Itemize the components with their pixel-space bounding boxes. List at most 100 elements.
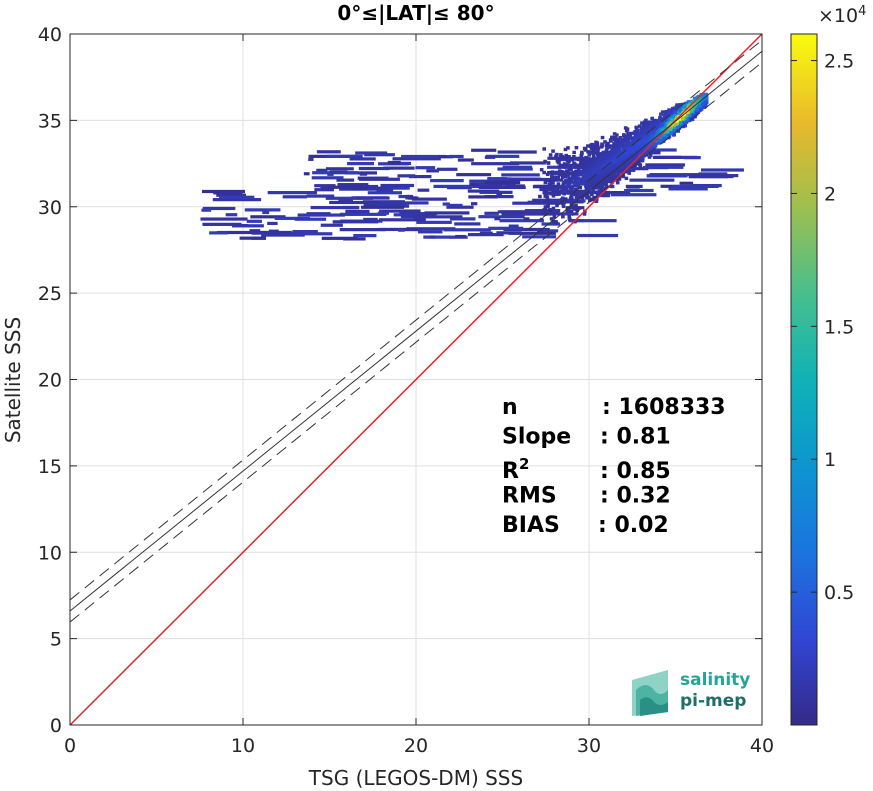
density-cell bbox=[566, 207, 570, 212]
density-cell bbox=[596, 146, 601, 150]
density-cell bbox=[675, 125, 680, 130]
density-cell bbox=[642, 126, 647, 131]
density-cell bbox=[468, 195, 498, 199]
density-cell bbox=[686, 116, 690, 121]
density-cell bbox=[329, 170, 348, 174]
density-cell bbox=[694, 112, 699, 116]
density-cell bbox=[590, 172, 594, 176]
density-cell bbox=[584, 189, 588, 193]
density-cell bbox=[634, 125, 639, 130]
density-cell bbox=[621, 174, 626, 179]
density-cell bbox=[378, 227, 417, 232]
density-cell bbox=[200, 217, 248, 221]
density-cell bbox=[692, 96, 697, 101]
density-cell bbox=[627, 154, 632, 158]
density-cell bbox=[576, 179, 581, 184]
density-cell bbox=[611, 167, 616, 172]
density-cell bbox=[612, 141, 616, 146]
density-cell bbox=[616, 137, 621, 142]
density-cell bbox=[579, 160, 583, 164]
density-cell bbox=[358, 166, 390, 171]
density-cell bbox=[574, 203, 578, 208]
density-cell bbox=[574, 196, 579, 200]
density-cell bbox=[635, 129, 640, 133]
density-cell bbox=[479, 190, 513, 194]
density-cell bbox=[669, 121, 673, 125]
y-tick-label: 20 bbox=[38, 370, 62, 392]
density-cell bbox=[426, 169, 440, 173]
density-cell bbox=[642, 147, 646, 152]
density-cell bbox=[664, 113, 669, 117]
density-cell bbox=[523, 217, 530, 221]
density-cell bbox=[672, 132, 676, 136]
density-cell bbox=[609, 139, 613, 143]
density-cell bbox=[599, 171, 603, 175]
density-cell bbox=[314, 184, 336, 188]
density-cell bbox=[213, 191, 243, 195]
density-cell bbox=[406, 227, 456, 231]
density-cell bbox=[485, 154, 520, 158]
density-cell bbox=[638, 150, 643, 155]
density-cell bbox=[555, 211, 560, 215]
density-cell bbox=[640, 134, 644, 139]
x-tick-label: 30 bbox=[577, 735, 601, 757]
density-cell bbox=[554, 192, 559, 197]
density-cell bbox=[573, 162, 577, 166]
density-cell bbox=[644, 118, 648, 123]
density-cell bbox=[624, 129, 629, 133]
density-cell bbox=[607, 167, 612, 171]
density-cell bbox=[393, 213, 403, 217]
density-cell bbox=[589, 181, 594, 186]
density-cell bbox=[567, 168, 572, 172]
colorbar-tick-label: 1 bbox=[824, 449, 836, 471]
density-cell bbox=[566, 181, 570, 186]
density-cell bbox=[449, 154, 464, 159]
density-cell bbox=[545, 196, 550, 200]
density-cell bbox=[580, 196, 585, 200]
density-cell bbox=[487, 177, 512, 181]
density-cell bbox=[589, 174, 594, 178]
density-cell bbox=[551, 186, 555, 191]
density-cell bbox=[387, 186, 410, 190]
density-cell bbox=[663, 124, 667, 128]
density-cell bbox=[545, 204, 550, 209]
density-cell bbox=[584, 172, 589, 176]
density-cell bbox=[600, 164, 604, 169]
density-cell bbox=[363, 217, 378, 222]
density-cell bbox=[442, 202, 450, 206]
density-cell bbox=[569, 193, 574, 197]
density-cell bbox=[562, 200, 566, 205]
density-cell bbox=[614, 160, 618, 165]
density-cell bbox=[448, 203, 463, 208]
density-cell bbox=[345, 209, 370, 213]
density-cell bbox=[645, 163, 685, 167]
density-cell bbox=[383, 166, 415, 170]
fit-line bbox=[70, 50, 762, 612]
density-cell bbox=[612, 157, 616, 161]
density-cell bbox=[604, 182, 608, 187]
density-cell bbox=[497, 150, 537, 154]
density-cell bbox=[611, 159, 616, 164]
density-cell bbox=[599, 188, 604, 192]
density-cell bbox=[411, 197, 447, 201]
density-cell bbox=[306, 194, 335, 198]
density-cell bbox=[626, 167, 649, 171]
density-cell bbox=[543, 208, 548, 212]
density-cell bbox=[650, 131, 655, 135]
density-cell bbox=[606, 160, 611, 165]
density-cell bbox=[329, 200, 369, 205]
density-cell bbox=[631, 141, 636, 145]
density-cell bbox=[563, 198, 568, 202]
density-cell bbox=[568, 164, 573, 169]
density-cell bbox=[336, 178, 355, 182]
density-cell bbox=[555, 159, 560, 163]
density-cell bbox=[683, 105, 687, 109]
density-cell bbox=[216, 230, 263, 235]
density-cell bbox=[501, 173, 540, 177]
density-cell bbox=[565, 171, 570, 175]
density-cell bbox=[539, 168, 544, 172]
density-cell bbox=[615, 149, 620, 154]
density-cell bbox=[580, 150, 584, 155]
density-cell bbox=[398, 228, 405, 232]
density-cell bbox=[697, 108, 702, 112]
